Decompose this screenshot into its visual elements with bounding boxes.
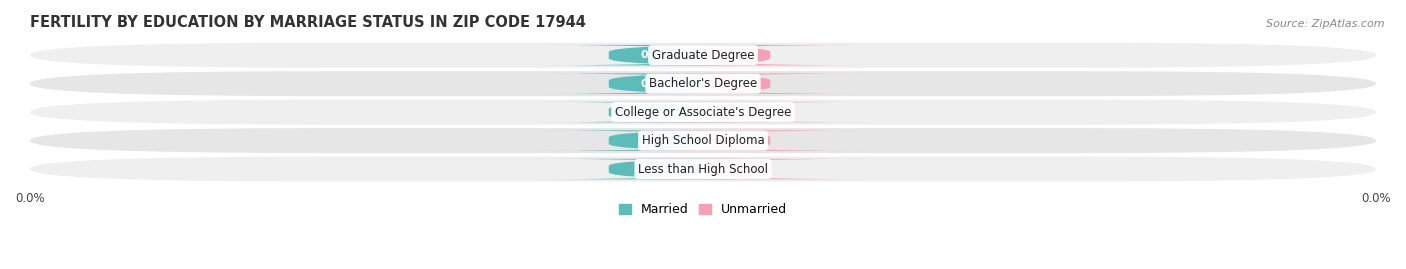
Text: Less than High School: Less than High School: [638, 162, 768, 176]
FancyBboxPatch shape: [534, 73, 778, 94]
Text: College or Associate's Degree: College or Associate's Degree: [614, 106, 792, 119]
FancyBboxPatch shape: [602, 73, 872, 94]
Text: 0.0%: 0.0%: [641, 79, 671, 89]
Text: FERTILITY BY EDUCATION BY MARRIAGE STATUS IN ZIP CODE 17944: FERTILITY BY EDUCATION BY MARRIAGE STATU…: [30, 15, 586, 30]
FancyBboxPatch shape: [30, 157, 1376, 182]
FancyBboxPatch shape: [534, 159, 778, 179]
FancyBboxPatch shape: [534, 45, 778, 65]
Text: 0.0%: 0.0%: [641, 136, 671, 146]
FancyBboxPatch shape: [30, 128, 1376, 153]
Text: 0.0%: 0.0%: [641, 164, 671, 174]
FancyBboxPatch shape: [30, 43, 1376, 68]
Text: 0.0%: 0.0%: [721, 79, 752, 89]
Text: Bachelor's Degree: Bachelor's Degree: [650, 77, 756, 90]
Text: 0.0%: 0.0%: [721, 136, 752, 146]
Text: High School Diploma: High School Diploma: [641, 134, 765, 147]
FancyBboxPatch shape: [534, 102, 778, 122]
Text: 0.0%: 0.0%: [721, 50, 752, 60]
FancyBboxPatch shape: [602, 130, 872, 151]
Text: 0.0%: 0.0%: [721, 107, 752, 117]
Text: 0.0%: 0.0%: [641, 50, 671, 60]
FancyBboxPatch shape: [30, 71, 1376, 96]
Text: 0.0%: 0.0%: [721, 164, 752, 174]
Text: 0.0%: 0.0%: [641, 107, 671, 117]
FancyBboxPatch shape: [602, 45, 872, 65]
FancyBboxPatch shape: [30, 100, 1376, 125]
Text: Source: ZipAtlas.com: Source: ZipAtlas.com: [1267, 19, 1385, 29]
Legend: Married, Unmarried: Married, Unmarried: [613, 198, 793, 221]
FancyBboxPatch shape: [602, 159, 872, 179]
FancyBboxPatch shape: [602, 102, 872, 122]
Text: Graduate Degree: Graduate Degree: [652, 49, 754, 62]
FancyBboxPatch shape: [534, 130, 778, 151]
